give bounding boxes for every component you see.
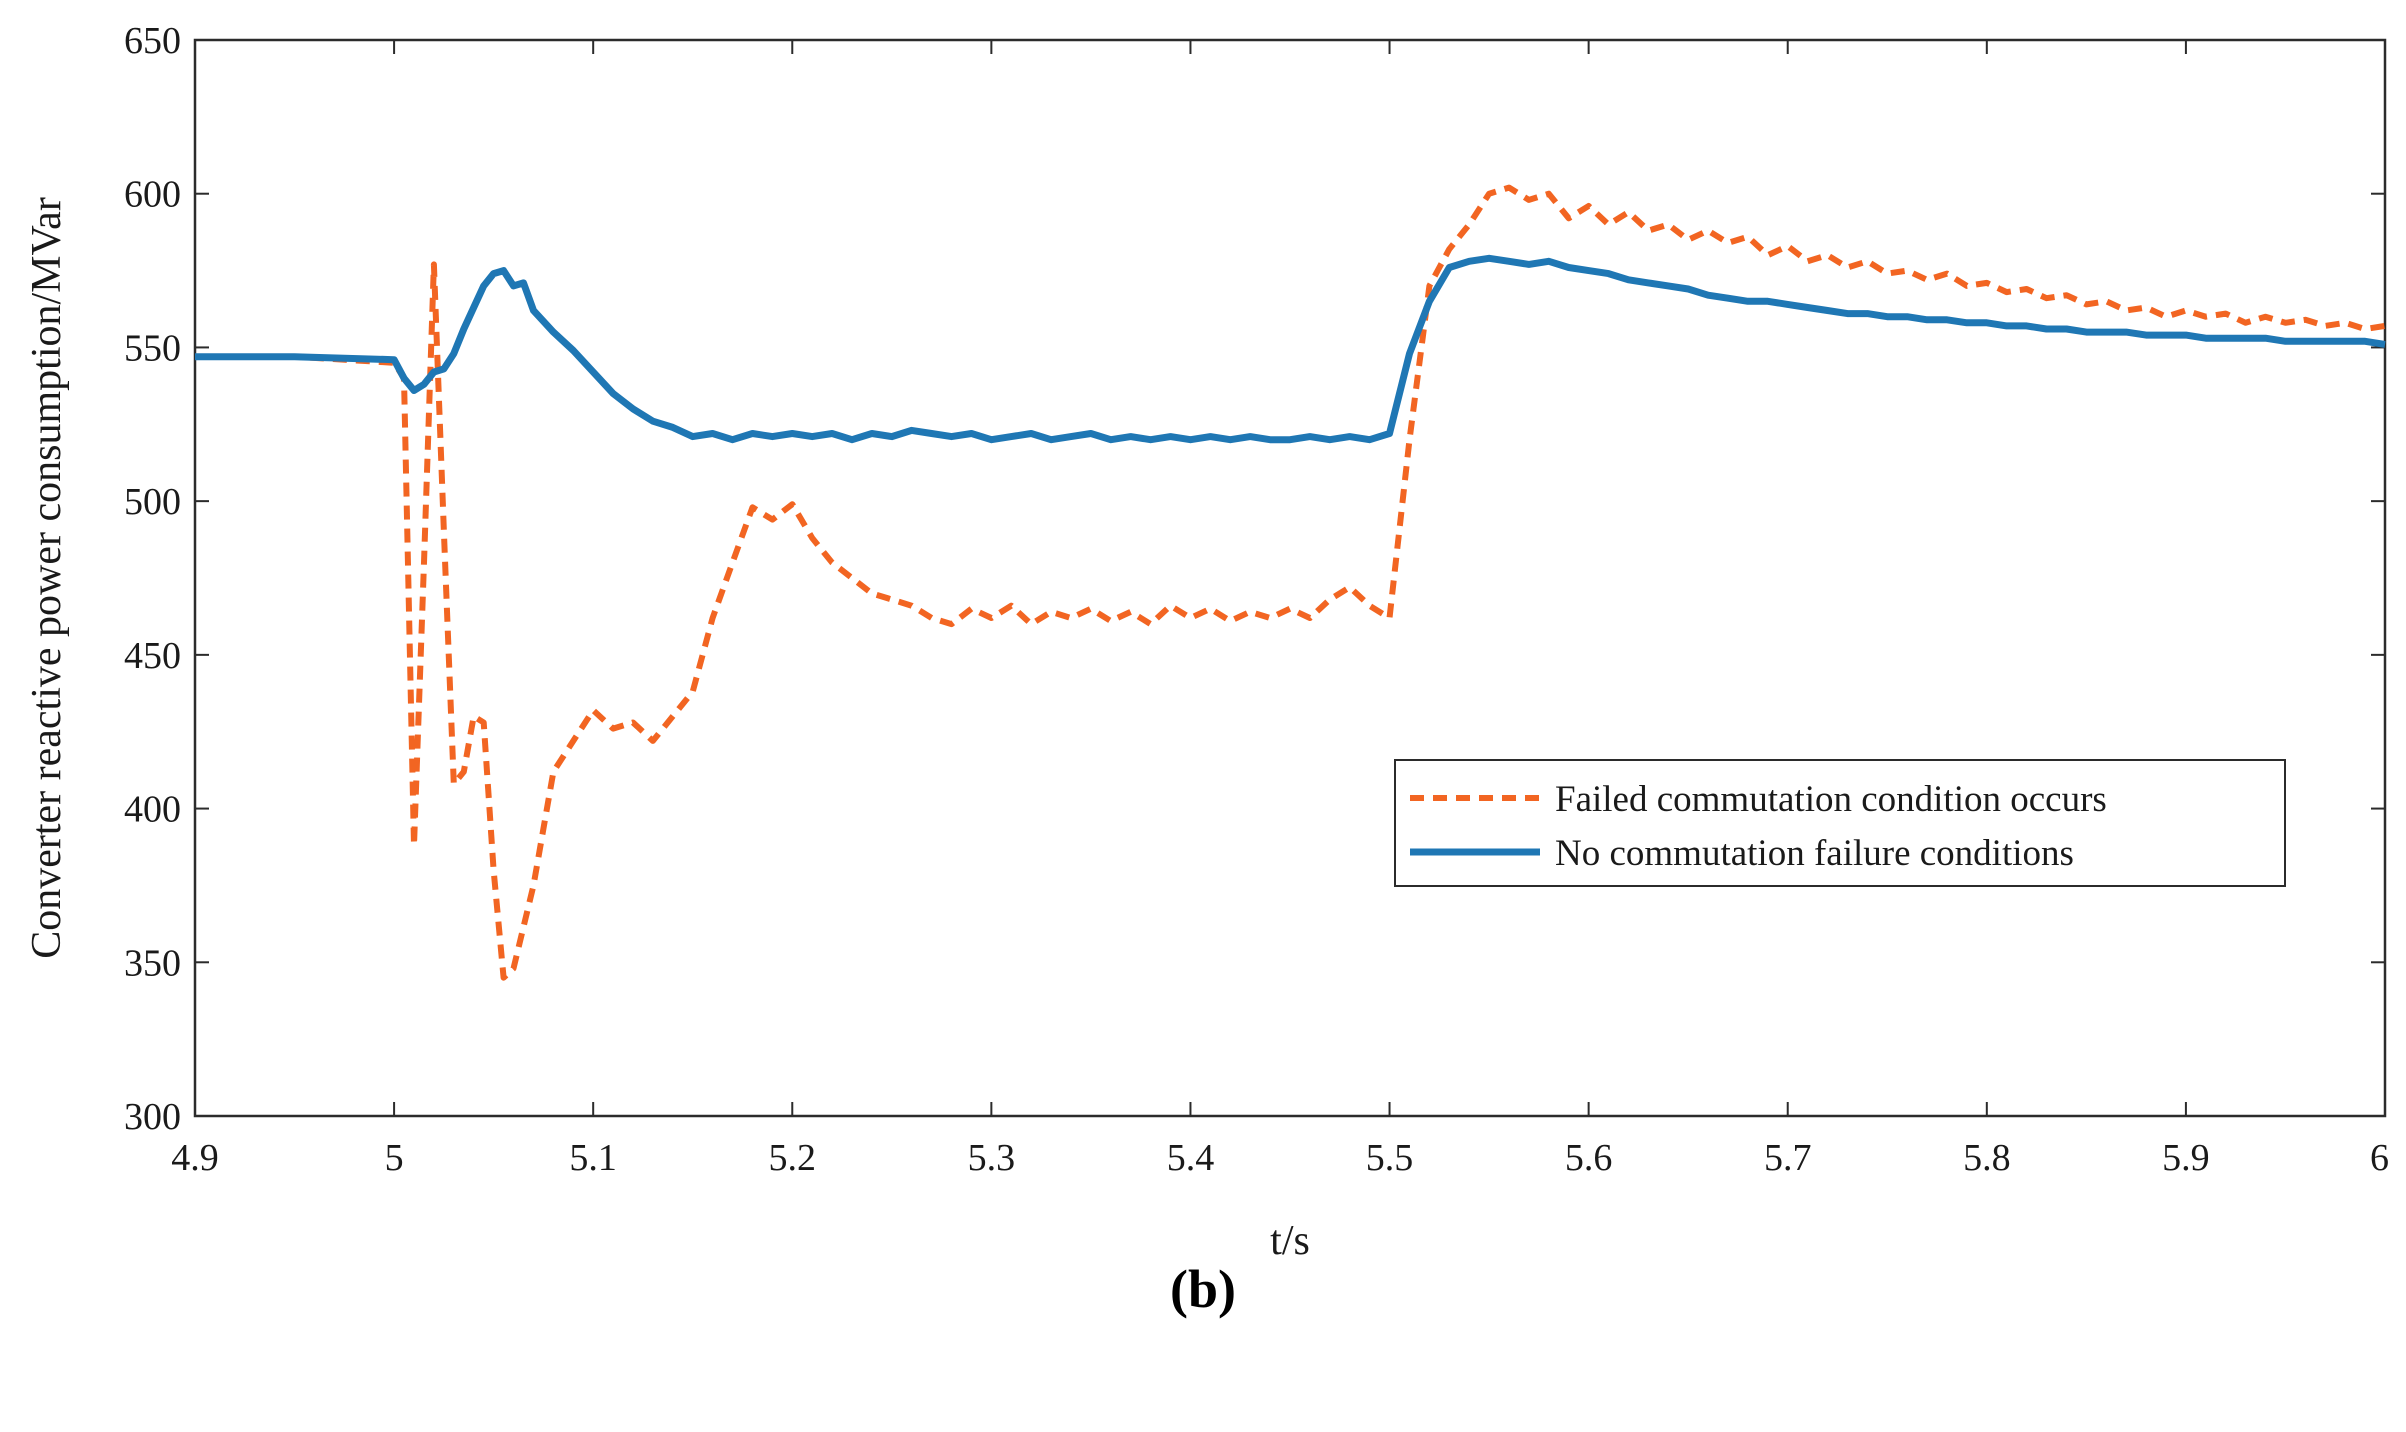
- legend-box: [1394, 759, 2286, 887]
- y-tick-label: 300: [124, 1096, 181, 1138]
- y-tick-label: 600: [124, 174, 181, 216]
- x-tick-label: 5.2: [769, 1137, 817, 1179]
- y-axis-label: Converter reactive power consumption/MVa…: [24, 197, 70, 959]
- y-tick-label: 400: [124, 789, 181, 831]
- panel-label: (b): [1170, 1259, 1236, 1319]
- y-tick-label: 650: [124, 20, 181, 62]
- y-tick-label: 550: [124, 327, 181, 369]
- y-axis-ticks: 300 350 400 450 500 550 600 650: [124, 20, 2385, 1138]
- legend-label-normal: No commutation failure conditions: [1555, 833, 2074, 874]
- x-tick-label: 5.4: [1167, 1137, 1215, 1179]
- x-tick-label: 5.8: [1963, 1137, 2011, 1179]
- x-tick-label: 5.3: [968, 1137, 1016, 1179]
- x-tick-label: 5.9: [2162, 1137, 2210, 1179]
- series-line-no-failure: [195, 254, 2386, 444]
- series-layer: [195, 184, 2386, 981]
- legend-label-failed: Failed commutation condition occurs: [1555, 779, 2107, 820]
- plot-frame: [193, 38, 2387, 1118]
- x-tick-label: 5.1: [569, 1137, 617, 1179]
- x-tick-label: 5.6: [1565, 1137, 1613, 1179]
- x-tick-label: 5.5: [1366, 1137, 1414, 1179]
- x-tick-label: 5.7: [1764, 1137, 1812, 1179]
- x-axis-label: t/s: [1270, 1218, 1310, 1264]
- x-tick-label: 6: [2370, 1137, 2389, 1179]
- x-tick-label: 5: [385, 1137, 404, 1179]
- x-axis-ticks: 4.9 5 5.1 5.2 5.3 5.4 5.5 5.6 5.7 5.8 5.9 6: [171, 40, 2389, 1179]
- y-tick-label: 500: [124, 481, 181, 523]
- legend: Failed commutation condition occurs No c…: [1394, 759, 2286, 887]
- x-tick-label: 4.9: [171, 1137, 219, 1179]
- y-tick-label: 350: [124, 942, 181, 984]
- y-tick-label: 450: [124, 635, 181, 677]
- series-line-failed-commutation: [195, 184, 2386, 981]
